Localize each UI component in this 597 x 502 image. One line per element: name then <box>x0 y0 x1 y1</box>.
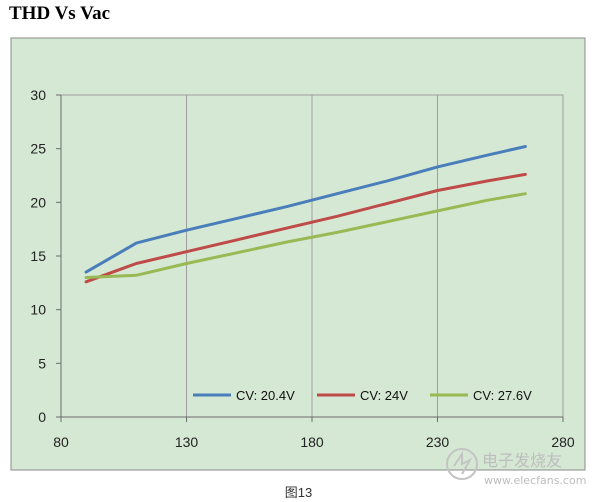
x-tick-label-280: 280 <box>551 434 575 450</box>
legend-label-2: CV: 24V <box>360 388 408 403</box>
y-tick-label-0: 0 <box>38 409 46 425</box>
series-line-1 <box>84 145 527 274</box>
figure-caption: 图13 <box>284 485 313 500</box>
series-line-2 <box>84 172 527 284</box>
x-axis-tick-labels: 80 130 180 230 280 <box>53 417 575 450</box>
y-tick-label-5: 5 <box>38 355 46 371</box>
gridlines <box>60 94 564 418</box>
y-tick-label-20: 20 <box>30 194 46 210</box>
series-line-3 <box>84 192 527 279</box>
watermark-line2: www.elecfans.com <box>484 474 586 487</box>
legend-label-1: CV: 20.4V <box>236 388 295 403</box>
elecfans-watermark-logo: 电子发烧友 www.elecfans.com <box>446 448 586 487</box>
y-tick-label-10: 10 <box>30 302 46 318</box>
legend: CV: 20.4V CV: 24V CV: 27.6V <box>193 388 532 403</box>
x-tick-label-180: 180 <box>300 434 324 450</box>
x-tick-label-80: 80 <box>53 434 69 450</box>
y-tick-label-15: 15 <box>30 248 46 264</box>
x-tick-label-230: 230 <box>426 434 450 450</box>
x-tick-label-130: 130 <box>175 434 199 450</box>
chart-heading: THD Vs Vac <box>9 3 111 24</box>
y-tick-label-25: 25 <box>30 141 46 157</box>
series-lines <box>84 145 527 284</box>
legend-label-3: CV: 27.6V <box>473 388 532 403</box>
y-axis-tick-labels: 0 5 10 15 20 25 30 <box>30 87 61 425</box>
watermark-line1: 电子发烧友 <box>482 451 562 470</box>
y-tick-label-30: 30 <box>30 87 46 103</box>
